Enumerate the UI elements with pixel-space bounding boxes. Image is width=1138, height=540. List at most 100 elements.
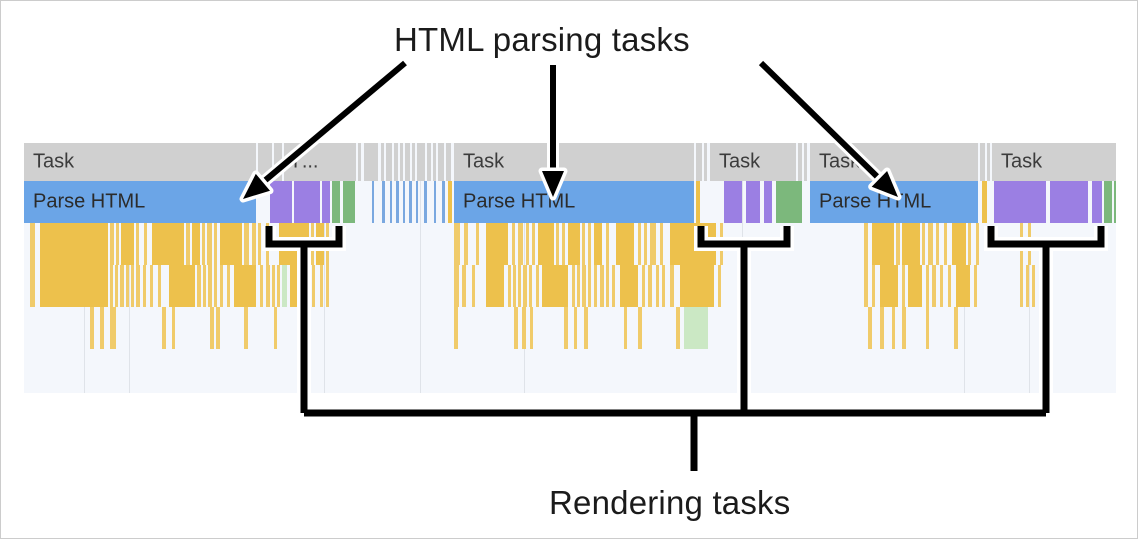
purple-event-block-21[interactable] [764,181,772,223]
task-block-13[interactable] [427,143,431,181]
flame-row-2-block-45[interactable] [606,265,609,307]
task-block-9[interactable] [400,143,403,181]
flame-row-1-block-26[interactable] [512,223,515,265]
flame-row-2-block-11[interactable] [169,265,195,307]
green-event-block-22[interactable] [776,181,802,223]
flame-row-2-block-66[interactable] [1020,265,1023,307]
flame-row-3-block-22[interactable] [892,307,895,349]
flame-row-2-block-26[interactable] [320,265,323,307]
task-block-1[interactable] [258,143,272,181]
flame-row-2-block-16[interactable] [220,265,223,307]
flame-row-1-block-45[interactable] [864,223,868,265]
flame-row-1-block-48[interactable] [902,223,920,265]
flame-row-1-block-51[interactable] [936,223,939,265]
flame-row-1-block-53[interactable] [952,223,966,265]
flame-row-1-block-15[interactable] [252,223,256,265]
blue-event-block-6[interactable] [372,181,374,223]
flame-row-1-block-43[interactable] [670,223,716,265]
task-block-6[interactable] [381,143,384,181]
parse-html-block-23[interactable]: Parse HTML [810,181,978,223]
purple-event-block-2[interactable] [294,181,320,223]
flame-row-1-block-13[interactable] [220,223,242,265]
flame-row-1-block-22[interactable] [454,223,460,265]
flame-row-2-block-36[interactable] [529,265,532,307]
flame-row-2-block-14[interactable] [208,265,212,307]
flame-row-3-block-17[interactable] [638,307,642,349]
flame-row-3-block-21[interactable] [880,307,884,349]
flame-row-1-block-47[interactable] [896,223,900,265]
flame-row-3-block-2[interactable] [110,307,116,349]
flame-row-2-block-54[interactable] [718,265,721,307]
flame-row-3-block-8[interactable] [274,307,277,349]
flame-row-2-block-34[interactable] [518,265,521,307]
flame-row-3-block-14[interactable] [574,307,577,349]
flame-row-3-block-11[interactable] [522,307,526,349]
flame-row-1-block-20[interactable] [316,223,324,265]
flame-row-1-block-0[interactable] [30,223,35,265]
flame-row-3-block-18[interactable] [676,307,680,349]
task-block-17[interactable]: Task [454,143,694,181]
flame-row-1-block-30[interactable] [538,223,554,265]
green-event-block-4[interactable] [332,181,340,223]
blue-event-block-9[interactable] [396,181,399,223]
flame-row-3-paint-block[interactable] [684,307,708,349]
flame-row-2-block-44[interactable] [600,265,604,307]
flame-row-2-block-27[interactable] [326,265,329,307]
flame-row-2-block-21[interactable] [272,265,275,307]
flame-row-2-block-49[interactable] [648,265,652,307]
task-block-2[interactable] [274,143,282,181]
flame-row-2-block-59[interactable] [908,265,922,307]
track-row-tasks[interactable]: Task Γ... Task Task Task Task [24,143,1116,181]
track-row-flame-1[interactable] [24,223,1116,265]
flame-row-3-block-10[interactable] [514,307,518,349]
task-block-10[interactable] [405,143,410,181]
flame-row-2-block-32[interactable] [508,265,511,307]
flame-row-2-block-19[interactable] [260,265,263,307]
purple-event-block-3[interactable] [322,181,330,223]
flame-row-2-block-58[interactable] [902,265,905,307]
flame-row-2-block-35[interactable] [523,265,527,307]
flame-row-2-block-8[interactable] [143,265,146,307]
task-block-19[interactable] [704,143,707,181]
flame-row-2-block-39[interactable] [572,265,575,307]
flame-row-2-block-0[interactable] [30,265,35,307]
flame-row-2-block-65[interactable] [974,265,977,307]
parse-html-block-17[interactable]: Parse HTML [454,181,694,223]
flame-row-1-block-28[interactable] [526,223,529,265]
flame-row-3-block-16[interactable] [624,307,627,349]
yellow-event-block-18[interactable] [696,181,700,223]
flame-row-2-block-25[interactable] [312,265,315,307]
flame-row-2-block-64[interactable] [956,265,970,307]
purple-event-block-26[interactable] [1050,181,1088,223]
flame-row-1-block-12[interactable] [214,223,217,265]
purple-event-block-1[interactable] [270,181,292,223]
task-block-24[interactable] [980,143,985,181]
flame-row-1-block-19[interactable] [311,223,314,265]
flame-row-2-block-1[interactable] [40,265,108,307]
flame-row-2-block-2[interactable] [110,265,113,307]
flame-row-2-block-18[interactable] [234,265,256,307]
flame-row-2-block-51[interactable] [662,265,665,307]
flame-row-2-block-55[interactable] [864,265,868,307]
flame-row-1-block-40[interactable] [644,223,647,265]
flame-row-2-block-57[interactable] [880,265,898,307]
flame-row-1-block-50[interactable] [928,223,933,265]
task-block-4[interactable] [358,143,361,181]
flame-row-3-block-1[interactable] [100,307,104,349]
flame-row-3-block-7[interactable] [244,307,248,349]
flame-row-3-block-13[interactable] [564,307,568,349]
flame-row-3-block-9[interactable] [454,307,458,349]
flame-row-2-block-28[interactable] [454,265,459,307]
task-block-14[interactable] [433,143,436,181]
flame-row-1-block-17[interactable] [266,223,269,265]
flame-row-1-block-18[interactable] [279,223,309,265]
flame-row-1-block-4[interactable] [121,223,134,265]
blue-event-block-12[interactable] [416,181,418,223]
flame-row-2-block-47[interactable] [620,265,638,307]
task-block-26[interactable]: Task [992,143,1116,181]
flame-row-2-block-10[interactable] [158,265,161,307]
flame-row-2-paint-block[interactable] [282,265,287,307]
flame-row-1-block-37[interactable] [606,223,609,265]
flame-row-1-block-29[interactable] [532,223,535,265]
flame-row-1-block-39[interactable] [638,223,641,265]
